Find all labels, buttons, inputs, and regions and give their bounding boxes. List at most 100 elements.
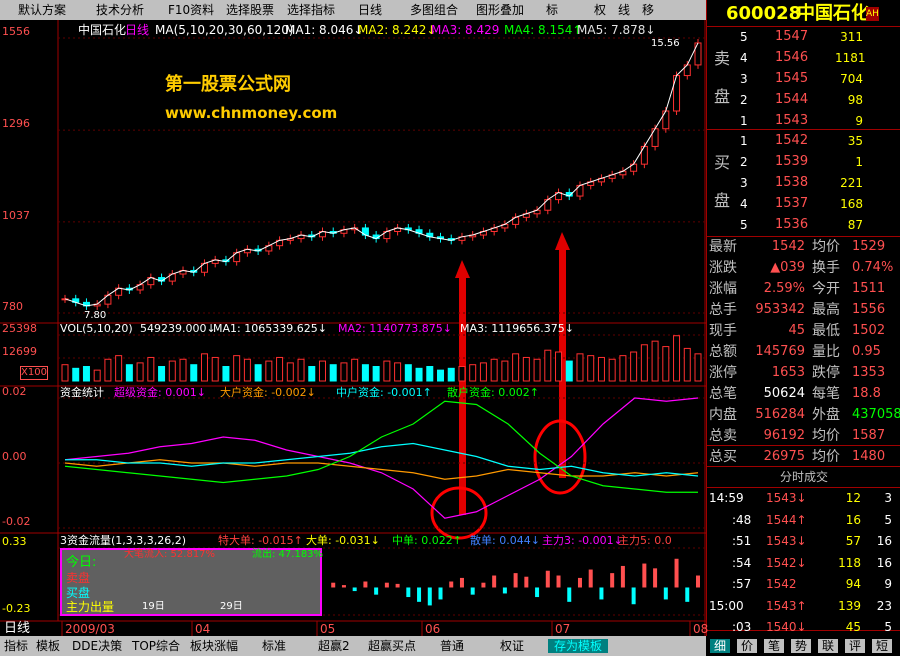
y-tick-label: 1296	[2, 117, 30, 130]
trade-count: 3	[884, 491, 892, 505]
box-day: 19日	[142, 601, 165, 612]
stat-label: 总买	[709, 449, 737, 465]
bottom-tab[interactable]: 标准	[262, 639, 287, 653]
price: 1542	[775, 133, 809, 148]
side-tab[interactable]: 联	[818, 639, 839, 653]
trade-time: :51	[732, 534, 752, 548]
volume-bar	[243, 358, 251, 382]
bottom-tab[interactable]: 超赢买点	[368, 639, 417, 653]
separator	[706, 129, 900, 130]
toolbar-button[interactable]: 技术分析	[96, 3, 145, 17]
box-buy: 买盘	[66, 586, 91, 600]
trade-volume: 118	[838, 555, 861, 570]
bottom-tab[interactable]: 模板	[36, 639, 61, 653]
volume-bar	[276, 356, 284, 382]
flow-bar	[577, 577, 582, 588]
volume: 221	[840, 176, 863, 190]
volume-bar	[297, 358, 305, 382]
fund-header: 散户资金: 0.002↑	[447, 386, 539, 399]
flow-bar	[567, 587, 572, 602]
trade-count: 23	[876, 598, 892, 613]
y-tick-label: 1556	[2, 25, 30, 38]
flow-bar	[674, 558, 679, 588]
level: 5	[740, 218, 748, 232]
side-tab[interactable]: 价	[737, 639, 758, 653]
volume: 311	[840, 30, 863, 44]
bottom-tab[interactable]: 超赢2	[318, 639, 350, 653]
toolbar-button[interactable]: 多图组合	[410, 3, 459, 17]
toolbar-button[interactable]: 选择指标	[287, 3, 336, 17]
bottom-tab[interactable]: TOP综合	[132, 639, 181, 653]
bottom-tab[interactable]: 权证	[500, 639, 525, 653]
price: 1547	[775, 29, 809, 44]
separator	[706, 487, 900, 488]
side-tab[interactable]: 短	[872, 639, 893, 653]
flow-header: 散单: 0.044↓	[470, 534, 540, 547]
trade-count: 5	[884, 512, 892, 527]
volume-bar	[683, 347, 691, 382]
stat-label: 总额	[709, 344, 737, 360]
volume-bar	[104, 358, 112, 382]
toolbar-button[interactable]: 图形叠加	[476, 3, 525, 17]
bottom-tab[interactable]: 存为模板	[548, 639, 609, 653]
stat-value: 1529	[852, 239, 886, 254]
price: 1537	[775, 196, 809, 211]
stat-value: 0.95	[852, 344, 881, 359]
level: 3	[740, 176, 748, 190]
volume: 1181	[835, 51, 866, 65]
buy-label: 买盘	[714, 153, 731, 210]
stat-value: 516284	[755, 407, 805, 422]
level: 2	[740, 93, 748, 107]
toolbar-button[interactable]: 日线	[358, 3, 383, 17]
volume-header: MA2: 1140773.875↓	[338, 322, 452, 335]
volume-bar	[136, 362, 144, 382]
flow-bar	[588, 569, 593, 588]
stat-value: 1353	[852, 365, 886, 380]
price: 1545	[775, 71, 809, 86]
stat-label: 换手	[812, 260, 840, 276]
side-tab[interactable]: 笔	[764, 639, 785, 653]
flow-box	[60, 548, 322, 616]
bottom-tab[interactable]: 普通	[440, 639, 465, 653]
stat-value: 26975	[763, 449, 805, 464]
toolbar-button[interactable]: 权	[594, 3, 607, 17]
flow-header: 中单: 0.022↑	[392, 534, 462, 547]
toolbar-button[interactable]: 线	[618, 3, 631, 17]
trade-volume: 94	[845, 577, 861, 591]
volume-bar	[200, 353, 208, 382]
volume-bar	[351, 358, 359, 382]
side-tab[interactable]: 势	[791, 639, 812, 653]
flow-bar	[513, 573, 518, 588]
toolbar-button[interactable]: 选择股票	[226, 3, 275, 17]
toolbar-button[interactable]: 标	[546, 3, 559, 17]
volume-bar	[308, 366, 316, 382]
price: 1544	[775, 92, 809, 107]
separator	[706, 466, 900, 467]
toolbar-button[interactable]: 默认方案	[18, 3, 67, 17]
stat-label: 最新	[709, 239, 737, 255]
volume-unit: X100	[20, 366, 48, 380]
volume-bar	[254, 364, 262, 382]
volume-bar	[168, 360, 176, 382]
trades-title: 分时成交	[780, 470, 829, 484]
bottom-tab[interactable]: 指标	[4, 639, 29, 653]
toolbar-button[interactable]: F10资料	[168, 3, 215, 17]
y-tick-label: 0.02	[2, 385, 27, 398]
flow-bar	[374, 587, 379, 595]
quote-panel	[706, 0, 900, 636]
stat-value: 1542	[771, 239, 805, 254]
toolbar-button[interactable]: 移	[642, 3, 655, 17]
volume-bar	[329, 364, 337, 382]
volume-bar	[630, 351, 638, 382]
side-tab[interactable]: 细	[710, 639, 731, 653]
flow-bar	[610, 573, 615, 588]
bottom-tab[interactable]: DDE决策	[72, 639, 123, 653]
volume-bar	[125, 364, 133, 382]
side-tab[interactable]: 评	[845, 639, 866, 653]
volume-header: MA3: 1119656.375↓	[460, 322, 574, 335]
volume-bar	[501, 360, 509, 382]
y-tick-label: 0.33	[2, 535, 27, 548]
flow-bar	[696, 575, 700, 588]
bottom-tab[interactable]: 板块涨幅	[190, 639, 239, 653]
